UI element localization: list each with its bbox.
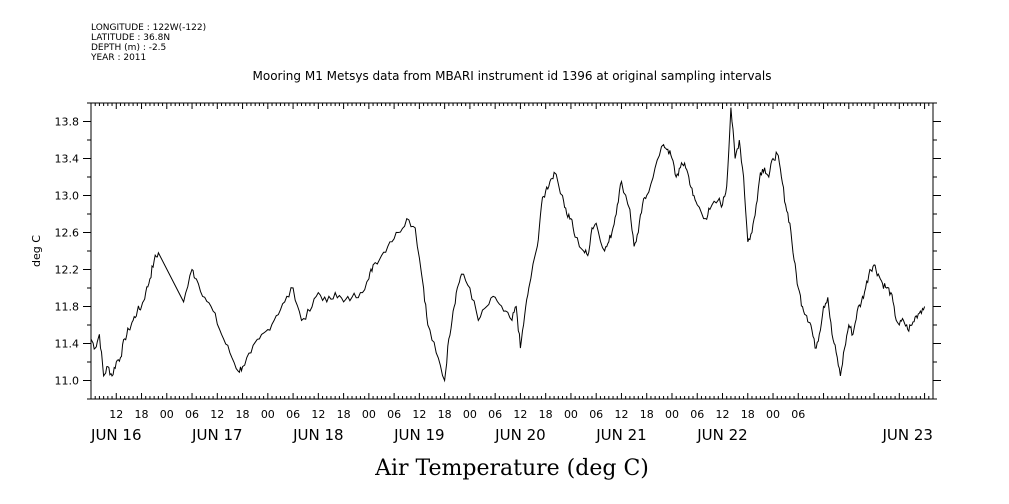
x-hour-label: 18 [438,408,452,421]
meta-depth: DEPTH (m) : -2.5 [91,43,166,53]
tick-marks [83,102,941,400]
y-tick-label: 11.0 [55,375,80,388]
x-date-label: JUN 18 [292,426,343,444]
x-hour-label: 00 [362,408,376,421]
y-tick-label: 12.2 [55,264,80,277]
y-tick-labels: 11.0 11.4 11.8 12.2 12.6 13.0 13.4 13.8 [55,116,80,388]
x-hour-label: 00 [564,408,578,421]
y-tick-label: 11.4 [55,338,80,351]
x-hour-label: 00 [463,408,477,421]
y-axis-label: deg C [30,235,43,267]
x-hour-label: 18 [337,408,351,421]
x-date-label: JUN 23 [881,426,932,444]
x-hour-label: 06 [690,408,704,421]
x-hour-label: 18 [539,408,553,421]
x-hour-label: 00 [160,408,174,421]
meta-latitude: LATITUDE : 36.8N [91,33,170,43]
y-tick-label: 11.8 [55,301,80,314]
x-hour-label: 06 [387,408,401,421]
axis-ticks [83,102,941,400]
plot-frame [90,102,934,400]
x-hour-label: 18 [741,408,755,421]
y-tick-label: 13.8 [55,116,80,129]
x-hour-label: 06 [286,408,300,421]
x-date-label: JUN 20 [494,426,545,444]
x-hour-label: 18 [640,408,654,421]
x-date-labels: JUN 16 JUN 17 JUN 18 JUN 19 JUN 20 JUN 21 JUN … [90,426,933,444]
x-date-label: JUN 21 [595,426,646,444]
x-hour-labels: 12 18 00 06 12 18 00 06 12 18 00 06 12 18 00 06 12 18 00 06… [109,408,805,421]
series-line [90,107,926,383]
x-hour-label: 06 [488,408,502,421]
x-axis-label: Air Temperature (deg C) [374,456,649,481]
x-hour-label: 18 [135,408,149,421]
meta-year: YEAR : 2011 [90,53,146,63]
x-hour-label: 00 [665,408,679,421]
x-hour-label: 18 [236,408,250,421]
y-tick-label: 13.0 [55,190,80,203]
x-hour-label: 06 [589,408,603,421]
x-hour-label: 12 [614,408,628,421]
x-hour-label: 12 [210,408,224,421]
x-hour-label: 12 [109,408,123,421]
x-hour-label: 12 [716,408,730,421]
x-hour-label: 00 [261,408,275,421]
chart-title: Mooring M1 Metsys data from MBARI instru… [253,69,772,83]
meta-longitude: LONGITUDE : 122W(-122) [91,23,206,33]
x-date-label: JUN 19 [393,426,444,444]
x-hour-label: 12 [412,408,426,421]
x-hour-label: 06 [791,408,805,421]
x-date-label: JUN 17 [191,426,242,444]
x-hour-label: 12 [311,408,325,421]
x-hour-label: 06 [185,408,199,421]
x-date-label: JUN 16 [90,426,141,444]
x-date-label: JUN 22 [696,426,747,444]
y-tick-label: 13.4 [55,153,80,166]
y-tick-label: 12.6 [55,227,80,240]
x-hour-label: 12 [513,408,527,421]
x-hour-label: 00 [766,408,780,421]
